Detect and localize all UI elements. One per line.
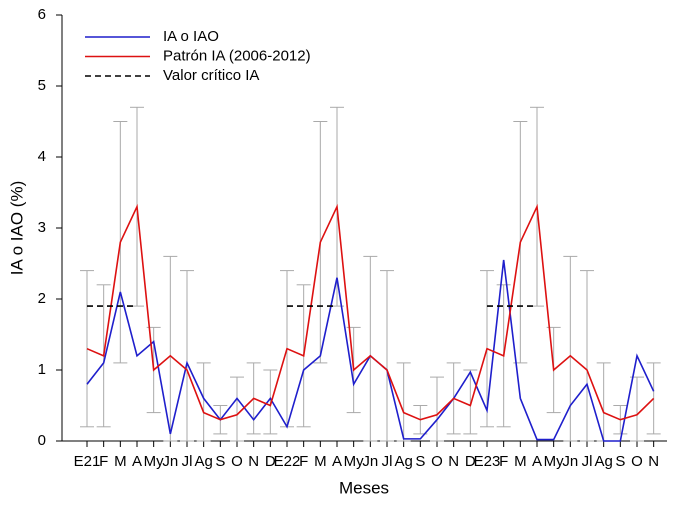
x-tick-label: O	[431, 453, 443, 470]
x-tick-label: My	[144, 453, 164, 470]
error-bar	[463, 369, 478, 435]
x-tick-label: Jl	[182, 453, 193, 470]
x-tick-label: E21	[74, 453, 101, 470]
x-tick-label: A	[132, 453, 142, 470]
x-tick-label: F	[499, 453, 508, 470]
x-tick-label: M	[114, 453, 127, 470]
x-tick-label: D	[465, 453, 476, 470]
legend-label: Valor crítico IA	[163, 67, 259, 84]
x-tick-label: N	[648, 453, 659, 470]
error-bar	[380, 270, 394, 442]
x-tick-label: A	[332, 453, 342, 470]
x-tick-label: Ag	[394, 453, 412, 470]
y-tick-label: 2	[38, 290, 46, 307]
x-tick-label: O	[231, 453, 243, 470]
x-tick-label: F	[99, 453, 108, 470]
x-tick-label: Ag	[594, 453, 612, 470]
y-tick-label: 4	[38, 148, 46, 165]
legend-label: IA o IAO	[163, 28, 219, 45]
y-tick-label: 5	[38, 77, 46, 94]
x-tick-label: M	[314, 453, 327, 470]
error-bar	[180, 270, 194, 442]
x-tick-label: F	[299, 453, 308, 470]
y-tick-label: 6	[38, 6, 46, 23]
x-tick-label: S	[215, 453, 225, 470]
series-line	[86, 203, 655, 421]
x-tick-label: My	[344, 453, 364, 470]
x-tick-label: Ag	[194, 453, 212, 470]
x-tick-label: N	[448, 453, 459, 470]
x-tick-label: E23	[474, 453, 501, 470]
error-bar	[196, 362, 211, 442]
error-bar	[230, 376, 244, 442]
x-tick-label: My	[544, 453, 564, 470]
x-axis-label: Meses	[339, 478, 389, 497]
error-bar	[430, 376, 444, 442]
x-tick-label: S	[415, 453, 425, 470]
error-bar	[163, 255, 178, 442]
y-tick-label: 3	[38, 219, 46, 236]
x-tick-label: O	[631, 453, 643, 470]
error-bar	[263, 369, 278, 435]
error-bar	[580, 270, 594, 442]
x-tick-label: N	[248, 453, 259, 470]
x-tick-label: D	[265, 453, 276, 470]
x-tick-label: Jn	[362, 453, 378, 470]
legend-label: Patrón IA (2006-2012)	[163, 47, 311, 64]
y-tick-label: 0	[38, 432, 46, 449]
error-bar	[563, 255, 578, 442]
x-tick-label: E22	[274, 453, 301, 470]
x-tick-label: A	[532, 453, 542, 470]
x-tick-label: Jl	[382, 453, 393, 470]
x-tick-label: M	[514, 453, 527, 470]
error-bar	[363, 255, 378, 442]
x-tick-label: Jn	[562, 453, 578, 470]
y-tick-label: 1	[38, 361, 46, 378]
x-tick-label: S	[615, 453, 625, 470]
x-tick-label: Jl	[582, 453, 593, 470]
x-tick-label: Jn	[162, 453, 178, 470]
y-axis-label: IA o IAO (%)	[7, 181, 26, 275]
error-bar	[396, 362, 411, 442]
